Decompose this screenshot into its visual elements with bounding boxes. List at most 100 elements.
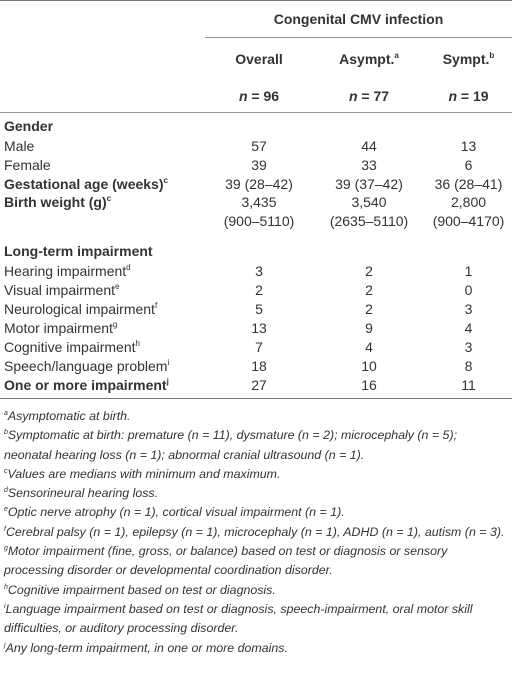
value-cell: 7 [205, 337, 313, 356]
footnote-mark: f [4, 525, 6, 533]
footnote: eOptic nerve atrophy (n = 1), cortical v… [4, 503, 506, 522]
range: (2635–5110) [329, 213, 409, 229]
footnote: gMotor impairment (fine, gross, or balan… [4, 542, 506, 581]
value-cell: 10 [313, 356, 425, 375]
n-cell: n = 19 [425, 80, 512, 113]
value-cell: 3,435 (900–5110) [205, 193, 313, 231]
value: 0 [464, 281, 473, 298]
row-label: Neurological impairmentf [0, 299, 205, 318]
data-row: Speech/language problemi 18 10 8 [0, 356, 512, 375]
empty-cell [0, 1, 205, 38]
footnote-text: Values are medians with minimum and maxi… [7, 466, 281, 481]
value-cell: 16 [313, 375, 425, 399]
group-header-row: Congenital CMV infection [0, 0, 512, 38]
footnote: cValues are medians with minimum and max… [4, 465, 506, 484]
row-label: Gender [0, 113, 512, 137]
row-label: One or more impairmentj [0, 375, 205, 399]
value-cell: 8 [425, 356, 512, 375]
value: 2 [365, 262, 373, 279]
value-cell: 2 [205, 280, 313, 299]
footnote: hCognitive impairment based on test or d… [4, 581, 506, 600]
value: 3 [464, 338, 473, 355]
footnote-mark: i [4, 602, 6, 610]
value: 44 [361, 137, 377, 154]
footnote-text: Cerebral palsy (n = 1), epilepsy (n = 1)… [5, 524, 505, 539]
value-cell: 2 [313, 280, 425, 299]
column-label: Overall [235, 51, 283, 67]
value-cell: 18 [205, 356, 313, 375]
n-row: n = 96 n = 77 n = 19 [0, 80, 512, 113]
value: 18 [251, 357, 267, 374]
row-sup: e [115, 281, 120, 291]
n-cell: n = 96 [205, 80, 313, 113]
n-symbol: n [348, 88, 358, 104]
value: 8 [464, 357, 473, 374]
column-label: Asympt. [339, 51, 395, 67]
row-label: Male [0, 136, 205, 155]
value: 11 [461, 376, 476, 393]
footnote-text: Optic nerve atrophy (n = 1), cortical vi… [7, 505, 345, 520]
value-cell: 3,540 (2635–5110) [313, 193, 425, 231]
row-sup: c [163, 175, 168, 185]
row-label-text: Gender [4, 118, 54, 134]
row-sup: f [154, 300, 158, 310]
empty-cell [0, 38, 205, 81]
column-header: Sympt.b [425, 38, 512, 81]
row-label: Hearing impairmentd [0, 261, 205, 280]
data-row: Hearing impairmentd 3 2 1 [0, 261, 512, 280]
data-row: Male 57 44 13 [0, 136, 512, 155]
footnote-text: Motor impairment (fine, gross, or balanc… [4, 544, 448, 578]
data-row: Birth weight (g)c 3,435 (900–5110) 3,540 (26… [0, 193, 512, 231]
footnote-text: Cognitive impairment based on test or di… [7, 582, 276, 597]
footnotes: aAsymptomatic at birth. bSymptomatic at b… [0, 399, 512, 658]
value: 39 (28–42) [225, 175, 293, 192]
row-label: Cognitive impairmenth [0, 337, 205, 356]
value-cell: 2 [313, 299, 425, 318]
value-cell: 4 [425, 318, 512, 337]
value-cell: 39 (37–42) [313, 174, 425, 193]
footnote-mark: b [4, 429, 8, 437]
n-symbol: n [448, 88, 458, 104]
column-sup: a [394, 51, 399, 60]
empty-cell [0, 80, 205, 113]
value: 10 [361, 357, 377, 374]
value-cell: 57 [205, 136, 313, 155]
row-sup: d [126, 262, 131, 272]
n-equals: = [361, 88, 370, 104]
row-label: Speech/language problemi [0, 356, 205, 375]
range: (900–5110) [223, 213, 295, 229]
row-sup: j [166, 376, 169, 386]
n-count: 19 [472, 88, 489, 104]
data-row: Motor impairmentg 13 9 4 [0, 318, 512, 337]
footnote-text: Sensorineural hearing loss. [7, 486, 159, 501]
row-label-text: Female [4, 156, 51, 173]
footnote: dSensorineural hearing loss. [4, 484, 506, 503]
range: (900–4170) [432, 213, 505, 229]
column-sup: b [489, 51, 495, 60]
footnote-text: Any long-term impairment, in one or more… [5, 640, 288, 655]
value-cell: 39 (28–42) [205, 174, 313, 193]
column-label: Sympt. [442, 51, 490, 67]
row-label-text: Cognitive impairment [4, 338, 136, 355]
value-cell: 3 [205, 261, 313, 280]
data-row: Neurological impairmentf 5 2 3 [0, 299, 512, 318]
value: 2,800 [450, 194, 487, 210]
footnote: aAsymptomatic at birth. [4, 407, 506, 426]
value: 13 [460, 137, 477, 154]
value-cell: 2,800 (900–4170) [425, 193, 512, 231]
value: 39 [251, 156, 267, 173]
row-label: Visual impairmente [0, 280, 205, 299]
value: 33 [361, 156, 377, 173]
row-label: Female [0, 155, 205, 174]
footnote-mark: h [4, 583, 8, 591]
value: 2 [255, 281, 263, 298]
value: 4 [365, 338, 373, 355]
n-count: 77 [373, 88, 390, 104]
row-sup: h [135, 338, 140, 348]
value: 36 (28–41) [434, 175, 503, 192]
row-sup: g [112, 319, 118, 329]
row-label: Motor impairmentg [0, 318, 205, 337]
column-header: Asympt.a [313, 38, 425, 81]
footnote-mark: a [4, 410, 8, 417]
section-row: Long-term impairment [0, 231, 512, 261]
